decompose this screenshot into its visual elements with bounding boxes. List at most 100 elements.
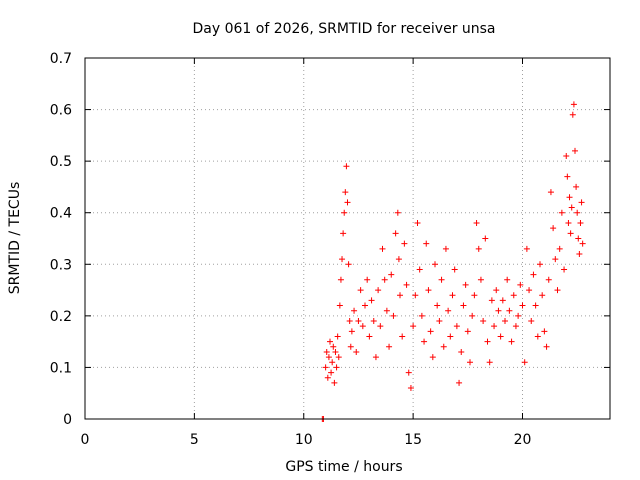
data-point: [328, 369, 335, 376]
data-point: [493, 287, 500, 294]
data-point: [395, 256, 402, 263]
data-point: [458, 348, 465, 355]
data-point: [523, 245, 530, 252]
data-point: [344, 199, 351, 206]
data-point: [345, 261, 352, 268]
data-point: [565, 220, 572, 227]
data-point: [449, 292, 456, 299]
data-point: [519, 302, 526, 309]
data-point: [329, 359, 336, 366]
data-point: [556, 245, 563, 252]
plot-frame: [84, 57, 611, 420]
data-point: [499, 297, 506, 304]
data-point: [566, 194, 573, 201]
data-point: [506, 307, 513, 314]
data-point: [569, 111, 576, 118]
data-point: [353, 348, 360, 355]
data-point: [495, 307, 502, 314]
data-point: [362, 302, 368, 309]
data-point: [578, 199, 585, 206]
data-point: [517, 281, 524, 288]
data-point: [515, 312, 522, 319]
data-point: [348, 328, 355, 335]
data-point: [486, 359, 493, 366]
data-point: [504, 276, 511, 283]
data-point: [570, 101, 577, 108]
data-point: [547, 189, 554, 196]
data-point: [347, 343, 354, 350]
data-point: [480, 318, 487, 325]
data-point: [370, 318, 377, 325]
data-point: [334, 333, 341, 340]
data-point: [567, 230, 574, 237]
data-point: [324, 374, 331, 381]
data-point: [574, 209, 581, 216]
data-point: [341, 209, 348, 216]
data-point: [473, 220, 480, 227]
data-point: [379, 245, 386, 252]
data-point: [464, 328, 471, 335]
data-point: [539, 292, 546, 299]
data-point: [421, 338, 428, 345]
axis-ticks: 0 0.1 0.2 0.3 0.4 0.5 0.6 0.7 0 5 10 15 20: [50, 51, 610, 448]
data-point: [330, 343, 337, 350]
x-axis-label: GPS time / hours: [285, 459, 402, 475]
data-point: [355, 318, 362, 325]
data-point: [390, 312, 397, 319]
data-point: [346, 318, 353, 325]
data-point: [381, 276, 388, 283]
data-point: [469, 312, 476, 319]
data-point: [456, 379, 463, 386]
data-point: [550, 225, 557, 232]
data-point: [564, 173, 571, 180]
data-point: [377, 323, 384, 330]
y-tick-label: 0.3: [50, 257, 72, 273]
data-point: [526, 287, 533, 294]
data-point: [368, 297, 375, 304]
data-point: [445, 307, 452, 314]
data-point: [497, 333, 504, 340]
data-point: [394, 209, 401, 216]
data-point: [364, 276, 371, 283]
data-point: [462, 281, 469, 288]
data-markers: [319, 101, 586, 422]
data-point: [327, 338, 333, 345]
data-point: [467, 359, 473, 366]
data-point: [528, 318, 535, 325]
y-axis-label: SRMTID / TECUs: [7, 182, 23, 295]
data-point: [343, 163, 350, 170]
data-point: [333, 364, 340, 371]
data-point: [537, 261, 543, 268]
data-point: [342, 189, 349, 196]
data-point: [475, 245, 482, 252]
data-point: [366, 333, 373, 340]
data-point: [372, 354, 379, 361]
data-point: [563, 152, 570, 159]
x-tick-label: 5: [190, 432, 199, 448]
data-point: [323, 348, 330, 355]
data-point: [442, 245, 449, 252]
data-point: [491, 323, 498, 330]
data-point: [416, 266, 423, 273]
data-point: [510, 292, 517, 299]
data-point: [407, 385, 414, 392]
data-point: [471, 292, 478, 299]
data-point: [451, 266, 458, 273]
chart-title: Day 061 of 2026, SRMTID for receiver uns…: [192, 21, 495, 37]
data-point: [572, 147, 578, 154]
data-point: [484, 338, 491, 345]
data-point: [577, 220, 584, 227]
data-point: [561, 266, 568, 273]
data-point: [399, 333, 406, 340]
data-point: [427, 328, 434, 335]
data-point: [579, 240, 586, 247]
data-point: [477, 276, 484, 283]
data-point: [403, 281, 410, 288]
y-tick-label: 0.4: [50, 206, 72, 222]
y-tick-label: 0.5: [50, 154, 72, 170]
data-point: [460, 302, 467, 309]
data-point: [575, 235, 582, 242]
data-point: [357, 287, 364, 294]
y-tick-label: 0.6: [50, 103, 72, 119]
